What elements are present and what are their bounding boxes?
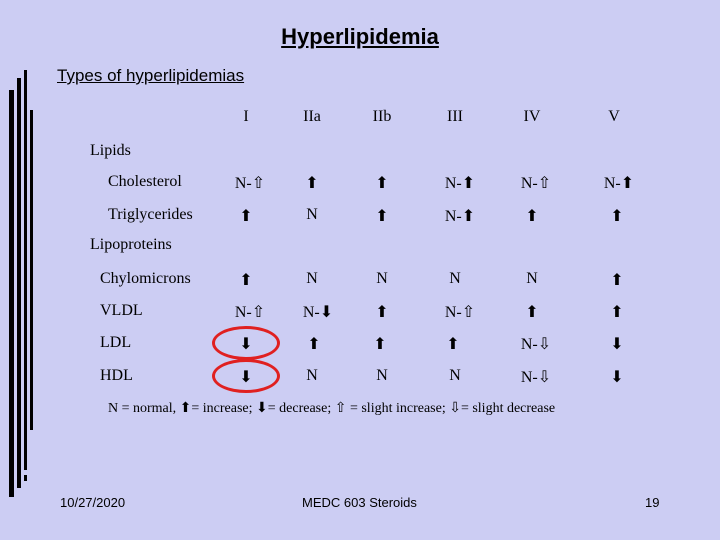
table-cell: N-⇩ [520, 369, 552, 386]
decor-bar [30, 110, 33, 430]
table-cell: N [306, 270, 318, 287]
table-cell: N-⬆ [603, 175, 635, 192]
table-cell: ⬆ [373, 336, 387, 353]
table-cell: ⬆ [525, 208, 539, 225]
decor-bar [24, 475, 27, 481]
highlight-circle [212, 326, 280, 360]
table-cell: ⬆ [239, 272, 253, 289]
table-cell: N-⇩ [520, 336, 552, 353]
section-label-lipids: Lipids [90, 142, 131, 159]
table-cell: N-⇧ [234, 175, 266, 192]
table-cell: N [306, 206, 318, 223]
column-header: IIa [303, 108, 321, 125]
table-cell: N-⬇ [302, 304, 334, 321]
table-cell: ⬇ [610, 369, 624, 386]
table-cell: ⬆ [305, 175, 319, 192]
table-cell: ⬆ [375, 175, 389, 192]
column-header: V [608, 108, 620, 125]
table-cell: ⬆ [610, 272, 624, 289]
table-cell: ⬆ [375, 304, 389, 321]
table-cell: N [306, 367, 318, 384]
decor-bar [17, 78, 21, 488]
table-cell: ⬆ [375, 208, 389, 225]
page-title: Hyperlipidemia [281, 24, 439, 49]
table-cell: ⬆ [610, 304, 624, 321]
decor-bar [9, 487, 14, 497]
row-label-ldl: LDL [100, 334, 132, 351]
table-cell: N-⇧ [234, 304, 266, 321]
page-subtitle: Types of hyperlipidemias [57, 66, 245, 85]
footer-page-number: 19 [645, 495, 660, 510]
table-cell: ⬇ [610, 336, 624, 353]
row-label-triglycerides: Triglycerides [108, 206, 193, 223]
decor-bar [24, 70, 27, 470]
row-label-vldl: VLDL [100, 302, 143, 319]
row-label-hdl: HDL [100, 367, 133, 384]
table-cell: N-⬆ [444, 208, 476, 225]
decor-bar [9, 90, 14, 490]
column-header: IIb [372, 108, 392, 125]
table-cell: N-⇧ [520, 175, 552, 192]
table-cell: N [376, 367, 388, 384]
table-cell: N [526, 270, 538, 287]
table-cell: N-⇧ [444, 304, 476, 321]
row-label-chylomicrons: Chylomicrons [100, 270, 191, 287]
footer-course: MEDC 603 Steroids [302, 495, 417, 510]
column-header: I [243, 108, 249, 125]
table-cell: N [376, 270, 388, 287]
table-cell: N [449, 270, 461, 287]
table-cell: ⬆ [446, 336, 460, 353]
footer-date: 10/27/2020 [60, 495, 126, 510]
row-label-cholesterol: Cholesterol [108, 173, 182, 190]
section-label-lipoproteins: Lipoproteins [90, 236, 172, 253]
column-header: III [447, 108, 463, 125]
table-cell: ⬆ [610, 208, 624, 225]
table-cell: ⬆ [307, 336, 321, 353]
column-header: IV [523, 108, 541, 125]
table-cell: N [449, 367, 461, 384]
table-cell: N-⬆ [444, 175, 476, 192]
table-cell: ⬆ [525, 304, 539, 321]
highlight-circle [212, 359, 280, 393]
table-cell: ⬆ [239, 208, 253, 225]
legend: N = normal, ⬆= increase; ⬇= decrease; ⇧ … [108, 401, 556, 416]
